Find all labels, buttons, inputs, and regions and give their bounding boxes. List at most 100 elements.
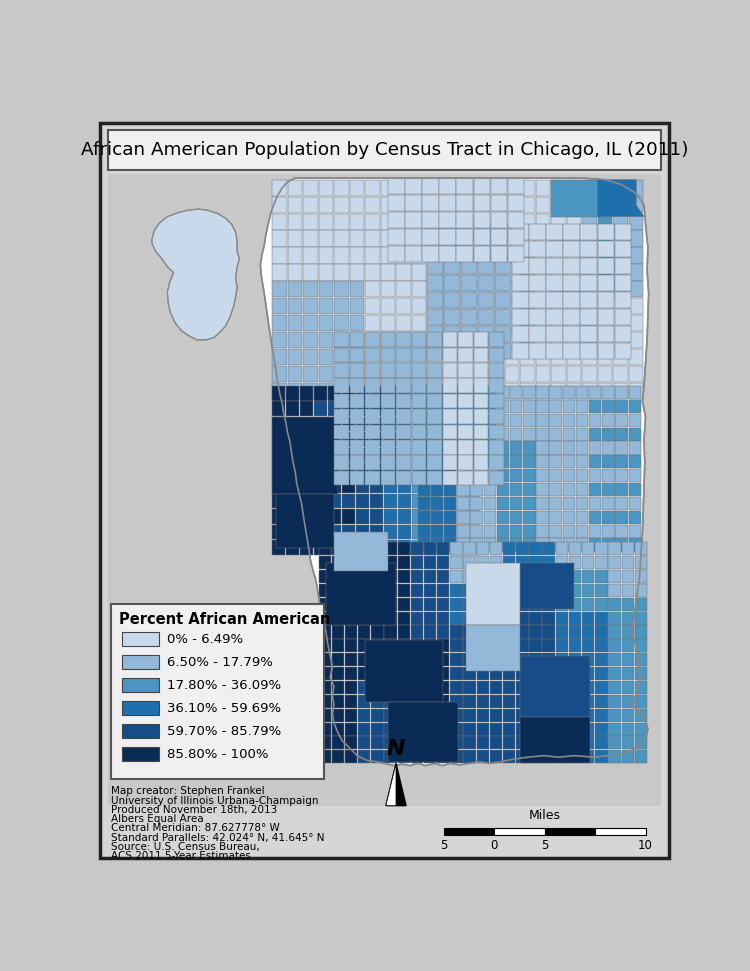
Bar bbox=[272, 316, 286, 331]
Bar bbox=[470, 469, 483, 483]
Bar bbox=[332, 722, 344, 736]
Bar bbox=[458, 424, 472, 439]
Bar bbox=[303, 214, 318, 230]
Bar bbox=[430, 427, 443, 441]
Bar bbox=[328, 432, 341, 447]
Bar bbox=[345, 751, 357, 763]
Bar bbox=[602, 400, 614, 413]
Bar bbox=[542, 639, 555, 653]
Bar bbox=[350, 230, 364, 247]
Bar bbox=[550, 483, 562, 496]
Bar bbox=[287, 383, 302, 399]
Bar bbox=[628, 386, 641, 399]
Bar bbox=[613, 264, 628, 281]
Bar bbox=[508, 195, 524, 212]
Bar bbox=[563, 241, 580, 257]
Bar bbox=[383, 509, 397, 523]
Bar bbox=[568, 736, 581, 750]
Bar bbox=[380, 196, 395, 213]
Bar bbox=[365, 196, 380, 213]
Bar bbox=[342, 401, 355, 416]
Bar bbox=[615, 497, 628, 510]
Bar bbox=[453, 479, 466, 493]
Bar bbox=[365, 471, 380, 486]
Bar bbox=[556, 722, 568, 736]
Polygon shape bbox=[260, 178, 649, 765]
Bar bbox=[319, 298, 333, 315]
Bar bbox=[328, 509, 341, 523]
Bar bbox=[496, 483, 509, 496]
Bar bbox=[530, 292, 545, 308]
Bar bbox=[365, 348, 380, 362]
Bar bbox=[370, 494, 382, 509]
Bar bbox=[512, 343, 529, 359]
Bar bbox=[551, 316, 566, 331]
Bar bbox=[473, 246, 490, 262]
Bar bbox=[550, 497, 562, 510]
Bar bbox=[473, 471, 488, 486]
Bar bbox=[440, 479, 452, 493]
Bar bbox=[582, 667, 595, 680]
Bar bbox=[628, 214, 644, 230]
Bar bbox=[503, 625, 515, 639]
Bar bbox=[562, 497, 575, 510]
Bar bbox=[396, 282, 411, 297]
Bar bbox=[458, 316, 472, 331]
Bar bbox=[334, 440, 349, 454]
Bar bbox=[614, 292, 631, 308]
Bar bbox=[628, 316, 644, 331]
Bar bbox=[412, 230, 426, 247]
Bar bbox=[334, 230, 349, 247]
Bar bbox=[384, 751, 397, 763]
Bar bbox=[450, 543, 463, 555]
Bar bbox=[437, 556, 449, 569]
Bar bbox=[332, 570, 344, 584]
Bar bbox=[484, 442, 496, 454]
Bar bbox=[350, 348, 364, 362]
Bar bbox=[473, 424, 488, 439]
Bar bbox=[287, 316, 302, 331]
Bar bbox=[562, 386, 575, 399]
Bar bbox=[437, 709, 449, 721]
Bar bbox=[412, 348, 426, 362]
Bar bbox=[412, 248, 426, 263]
Bar bbox=[470, 483, 483, 496]
Bar bbox=[596, 653, 608, 666]
Bar bbox=[634, 543, 647, 555]
Bar bbox=[398, 401, 411, 416]
Bar bbox=[510, 511, 522, 523]
Bar bbox=[412, 298, 426, 315]
Bar bbox=[356, 463, 369, 478]
Bar bbox=[628, 427, 641, 441]
Bar bbox=[464, 625, 476, 639]
Bar bbox=[418, 539, 430, 552]
Bar bbox=[530, 584, 542, 597]
Bar bbox=[287, 196, 302, 213]
Bar bbox=[505, 349, 519, 365]
Bar bbox=[478, 309, 494, 325]
Bar bbox=[576, 539, 588, 552]
Bar bbox=[470, 524, 483, 538]
Bar bbox=[496, 386, 509, 399]
Bar bbox=[613, 332, 628, 349]
Bar bbox=[365, 366, 380, 383]
Bar bbox=[424, 639, 436, 653]
Bar bbox=[622, 709, 634, 721]
Bar bbox=[503, 751, 515, 763]
Bar bbox=[503, 570, 515, 584]
Bar bbox=[589, 524, 602, 538]
Bar bbox=[365, 393, 380, 409]
Bar bbox=[458, 349, 472, 365]
Bar bbox=[556, 653, 568, 666]
Bar bbox=[411, 543, 423, 555]
FancyBboxPatch shape bbox=[108, 130, 661, 171]
Bar bbox=[384, 570, 397, 584]
Bar bbox=[582, 316, 597, 331]
Bar bbox=[319, 264, 333, 281]
Bar bbox=[345, 681, 357, 694]
Bar bbox=[287, 248, 302, 263]
Bar bbox=[490, 612, 502, 624]
Bar bbox=[622, 556, 634, 569]
Bar bbox=[412, 386, 424, 401]
Bar bbox=[332, 639, 344, 653]
